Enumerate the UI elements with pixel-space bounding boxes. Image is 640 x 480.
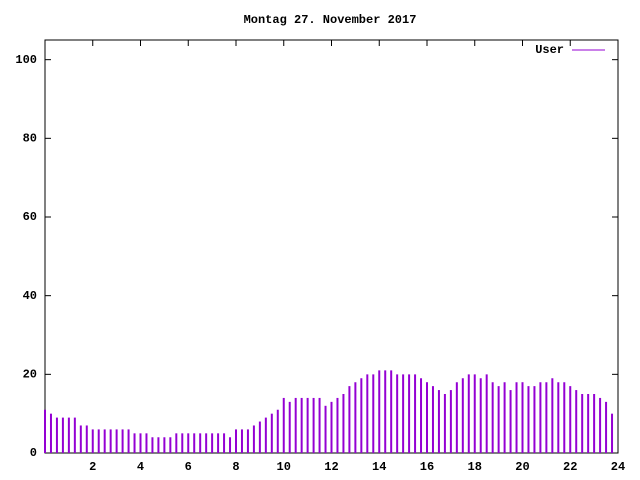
x-tick-label: 22 (563, 460, 577, 474)
chart-title: Montag 27. November 2017 (244, 13, 417, 27)
x-tick-label: 16 (420, 460, 434, 474)
y-tick-label: 20 (23, 368, 37, 382)
y-tick-label: 100 (15, 53, 37, 67)
x-tick-label: 4 (137, 460, 144, 474)
x-tick-label: 20 (515, 460, 529, 474)
x-tick-label: 6 (185, 460, 192, 474)
x-tick-label: 14 (372, 460, 386, 474)
x-tick-label: 2 (89, 460, 96, 474)
x-tick-label: 8 (232, 460, 239, 474)
x-tick-label: 10 (277, 460, 291, 474)
x-tick-label: 12 (324, 460, 338, 474)
legend-label: User (535, 43, 564, 57)
plot-frame (44, 39, 619, 454)
x-tick-label: 18 (468, 460, 482, 474)
y-tick-label: 80 (23, 132, 37, 146)
y-tick-label: 60 (23, 210, 37, 224)
y-tick-label: 40 (23, 289, 37, 303)
x-tick-label: 24 (611, 460, 625, 474)
y-tick-label: 0 (30, 446, 37, 460)
